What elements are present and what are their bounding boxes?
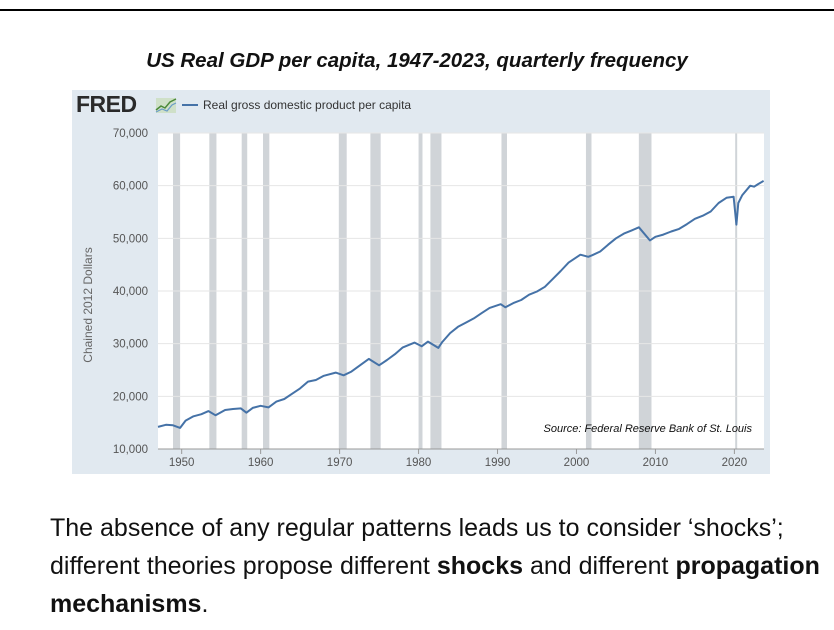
y-tick-label-5: 60,000 <box>113 181 148 193</box>
chart-svg: 10,000 20,000 30,000 40,000 50,000 60,000 70,0… <box>76 91 765 469</box>
x-tick-label-1: 1960 <box>248 457 274 469</box>
body-text-part2: and different <box>523 552 676 580</box>
y-tick-labels: 10,000 20,000 30,000 40,000 50,000 60,000 70,0… <box>113 128 148 456</box>
y-tick-label-0: 10,000 <box>113 444 148 456</box>
fred-logo: FRED <box>76 91 137 117</box>
body-text-bold-shocks: shocks <box>436 552 524 580</box>
x-tick-label-2: 1970 <box>327 457 353 469</box>
x-tick-label-0: 1950 <box>169 457 195 469</box>
fred-chart: 10,000 20,000 30,000 40,000 50,000 60,000 70,0… <box>72 90 770 474</box>
slide-body-text: The absence of any regular patterns lead… <box>50 509 820 623</box>
y-axis-label: Chained 2012 Dollars <box>81 247 95 362</box>
x-tick-label-5: 2000 <box>564 457 590 469</box>
body-text-bold-propagation: propagation mechanisms <box>50 552 820 618</box>
y-tick-label-1: 20,000 <box>113 391 148 403</box>
slide-title: US Real GDP per capita, 1947-2023, quart… <box>146 49 688 72</box>
fred-logo-graph-icon <box>155 98 177 113</box>
y-tick-label-6: 70,000 <box>113 128 148 140</box>
y-tick-label-2: 30,000 <box>113 339 148 351</box>
source-note: Source: Federal Reserve Bank of St. Loui… <box>544 423 753 435</box>
series-group <box>157 180 765 429</box>
body-text-part3: . <box>201 590 209 618</box>
legend-label: Real gross domestic product per capita <box>203 98 411 112</box>
body-text-part1: The absence of any regular patterns lead… <box>50 514 784 580</box>
x-tick-label-6: 2010 <box>643 457 669 469</box>
y-tick-label-3: 40,000 <box>113 286 148 298</box>
y-tick-label-4: 50,000 <box>113 233 148 245</box>
x-tick-label-7: 2020 <box>722 457 748 469</box>
x-tick-label-3: 1980 <box>406 457 432 469</box>
series-line-0 <box>157 180 765 429</box>
x-tick-label-4: 1990 <box>485 457 511 469</box>
top-rule <box>0 9 834 11</box>
x-tick-labels: 1950 1960 1970 1980 1990 2000 2010 2020 <box>158 448 764 469</box>
